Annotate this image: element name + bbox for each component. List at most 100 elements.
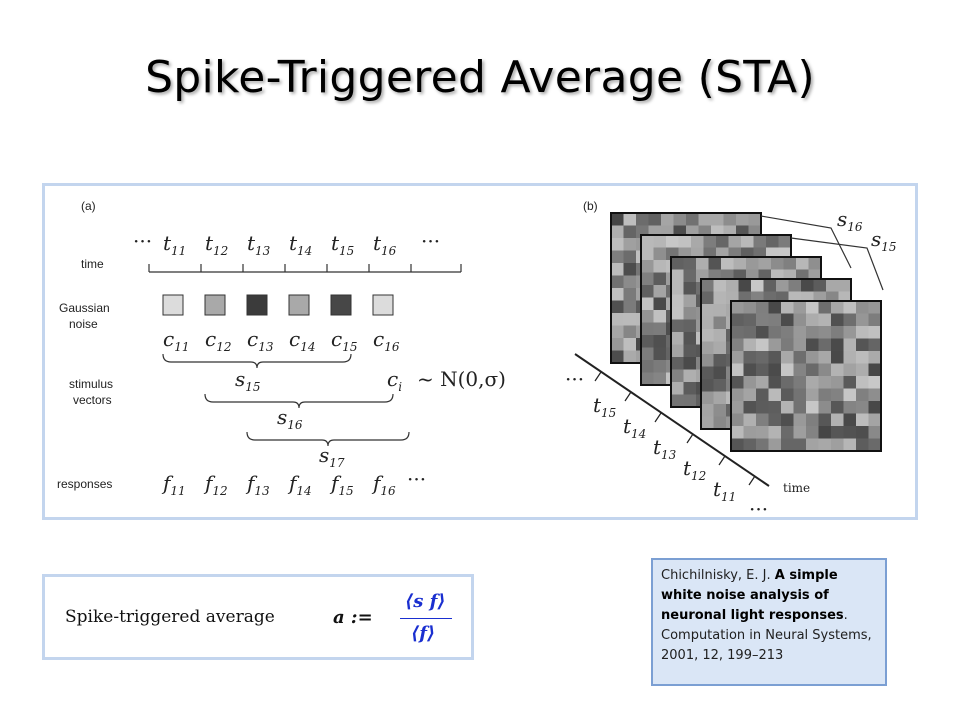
leader-s15 bbox=[790, 237, 884, 291]
noise-pixel bbox=[701, 379, 714, 392]
noise-pixel bbox=[806, 401, 819, 414]
noise-pixel bbox=[611, 275, 624, 289]
noise-pixel bbox=[713, 354, 727, 367]
noise-pixel bbox=[611, 350, 624, 364]
noise-pixel bbox=[611, 288, 624, 301]
noise-pixel bbox=[856, 313, 869, 327]
axis-label-t13: t13 bbox=[653, 435, 677, 462]
noise-pixel bbox=[856, 401, 869, 414]
noise-pixel bbox=[671, 382, 684, 395]
noise-pixel bbox=[818, 413, 832, 427]
noise-pixel bbox=[701, 366, 714, 380]
noise-pixel bbox=[856, 376, 869, 389]
noise-pixel bbox=[731, 301, 744, 314]
noise-pixel bbox=[731, 438, 744, 452]
noise-label-c13: c13 bbox=[247, 327, 274, 354]
noise-pixel bbox=[756, 401, 769, 414]
figure-panel: (a) time Gaussian noise stimulus vectors… bbox=[42, 183, 918, 521]
noise-pixel bbox=[641, 285, 654, 298]
noise-pixel bbox=[793, 301, 807, 314]
noise-pixel bbox=[671, 269, 684, 283]
response-ellipsis: ··· bbox=[407, 467, 426, 491]
noise-pixel bbox=[768, 313, 782, 327]
noise-pixel bbox=[641, 235, 654, 248]
stim-label-s16: s16 bbox=[277, 405, 303, 432]
noise-pixel bbox=[756, 351, 769, 364]
noise-pixel bbox=[831, 326, 844, 339]
noise-pixel bbox=[653, 360, 667, 373]
noise-pixel bbox=[781, 388, 794, 402]
noise-square-5 bbox=[330, 294, 352, 316]
noise-pixel bbox=[641, 372, 654, 386]
noise-pixel bbox=[641, 335, 654, 348]
noise-pixel bbox=[713, 291, 727, 305]
time-label-t14: t14 bbox=[289, 231, 312, 258]
noise-pixel bbox=[731, 413, 744, 427]
dist-formula: ~ N(0,σ) bbox=[417, 367, 506, 391]
noise-pixel bbox=[843, 388, 857, 402]
noise-pixel bbox=[653, 235, 667, 248]
noise-pixel bbox=[831, 388, 844, 402]
noise-pixel bbox=[746, 257, 759, 270]
noise-pixel bbox=[716, 235, 729, 248]
noise-pixel bbox=[623, 238, 637, 251]
noise-pixel bbox=[731, 426, 744, 439]
citation-title: A simple white noise analysis of neurona… bbox=[661, 568, 844, 623]
noise-pixel bbox=[611, 263, 624, 276]
noise-pixel bbox=[868, 388, 882, 402]
noise-pixel bbox=[683, 394, 697, 408]
noise-pixel bbox=[818, 363, 832, 377]
sta-numerator: ⟨s f⟩ bbox=[405, 591, 446, 612]
formula-panel: Spike-triggered average a := ⟨s f⟩ ⟨f⟩ bbox=[42, 574, 474, 660]
noise-pixel bbox=[731, 351, 744, 364]
noise-pixel bbox=[796, 257, 809, 270]
noise-pixel bbox=[756, 426, 769, 439]
noise-pixel bbox=[831, 338, 844, 352]
noise-pixel bbox=[653, 347, 667, 361]
response-label-f13: f13 bbox=[245, 471, 270, 498]
noise-pixel bbox=[868, 326, 882, 339]
time-label-t15: t15 bbox=[331, 231, 354, 258]
noise-pixel bbox=[623, 288, 637, 301]
noise-pixel bbox=[793, 388, 807, 402]
noise-pixel bbox=[843, 326, 857, 339]
noise-pixel bbox=[781, 326, 794, 339]
noise-pixel bbox=[768, 338, 782, 352]
leader-s16 bbox=[760, 215, 852, 269]
noise-pixel bbox=[868, 301, 882, 314]
noise-pixel bbox=[808, 257, 822, 270]
noise-pixel bbox=[671, 257, 684, 270]
noise-pixel bbox=[641, 247, 654, 261]
label-time: time bbox=[81, 257, 104, 271]
noise-pixel bbox=[831, 438, 844, 452]
noise-pixel bbox=[768, 388, 782, 402]
noise-pixel bbox=[733, 257, 747, 270]
time-tick-b bbox=[654, 412, 662, 423]
noise-pixel bbox=[671, 344, 684, 358]
noise-pixel bbox=[783, 257, 797, 270]
citation-box: Chichilnisky, E. J. A simple white noise… bbox=[651, 558, 887, 686]
noise-pixel bbox=[611, 338, 624, 351]
noise-pixel bbox=[831, 401, 844, 414]
noise-pixel bbox=[683, 369, 697, 383]
noise-pixel bbox=[781, 401, 794, 414]
noise-pixel bbox=[743, 313, 757, 327]
noise-pixel bbox=[843, 401, 857, 414]
noise-pixel bbox=[806, 301, 819, 314]
noise-pixel bbox=[806, 413, 819, 427]
noise-pixel bbox=[721, 257, 734, 270]
noise-pixel bbox=[641, 260, 654, 273]
noise-pixel bbox=[701, 391, 714, 405]
noise-pixel bbox=[868, 426, 882, 439]
response-label-f16: f16 bbox=[371, 471, 396, 498]
noise-pixel bbox=[856, 301, 869, 314]
noise-pixel bbox=[831, 413, 844, 427]
time-tick-b bbox=[594, 371, 602, 382]
time-label-t13: t13 bbox=[247, 231, 271, 258]
noise-pixel bbox=[653, 322, 667, 336]
axis-ellipsis-top: ··· bbox=[565, 367, 584, 391]
noise-pixel bbox=[806, 351, 819, 364]
noise-pixel bbox=[711, 213, 724, 226]
noise-pixel bbox=[671, 332, 684, 345]
noise-pixel bbox=[623, 300, 637, 314]
